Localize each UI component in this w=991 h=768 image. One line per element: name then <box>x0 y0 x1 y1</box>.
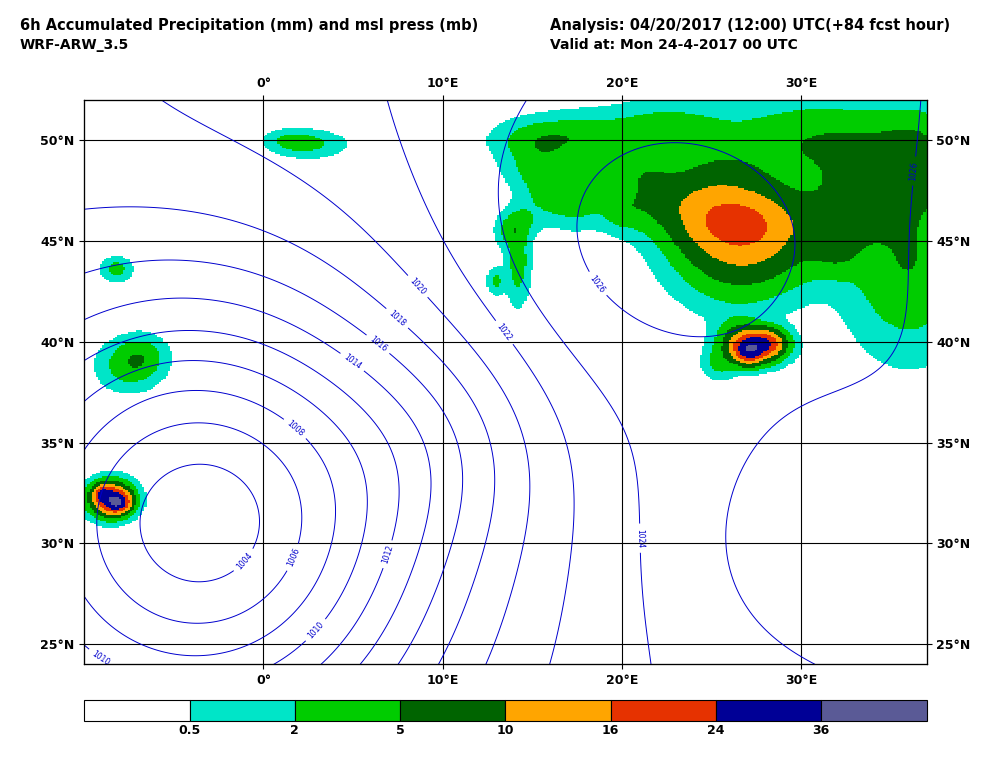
Text: 0.5: 0.5 <box>178 724 200 737</box>
Text: 5: 5 <box>395 724 404 737</box>
Bar <box>400 700 505 720</box>
Text: 1024: 1024 <box>635 528 645 548</box>
Text: Analysis: 04/20/2017 (12:00) UTC(+84 fcst hour): Analysis: 04/20/2017 (12:00) UTC(+84 fcs… <box>550 18 950 33</box>
Text: 2: 2 <box>290 724 299 737</box>
Text: Valid at: Mon 24-4-2017 00 UTC: Valid at: Mon 24-4-2017 00 UTC <box>550 38 798 52</box>
Text: 1014: 1014 <box>342 353 363 371</box>
Text: 1016: 1016 <box>368 335 388 353</box>
Bar <box>822 700 927 720</box>
Text: 6h Accumulated Precipitation (mm) and msl press (mb): 6h Accumulated Precipitation (mm) and ms… <box>20 18 478 33</box>
Text: 1010: 1010 <box>306 621 326 641</box>
Text: 1026: 1026 <box>588 273 606 294</box>
Bar <box>295 700 400 720</box>
Text: 1018: 1018 <box>387 309 407 328</box>
Text: 1020: 1020 <box>408 276 427 296</box>
Text: 10: 10 <box>496 724 514 737</box>
Bar <box>610 700 716 720</box>
Bar <box>505 700 610 720</box>
Text: 1012: 1012 <box>381 544 395 564</box>
Bar <box>189 700 295 720</box>
Text: 1026: 1026 <box>909 161 920 181</box>
Text: 1004: 1004 <box>235 551 255 571</box>
Text: 24: 24 <box>708 724 724 737</box>
Text: 1008: 1008 <box>285 419 305 438</box>
Text: WRF-ARW_3.5: WRF-ARW_3.5 <box>20 38 129 52</box>
Text: 1022: 1022 <box>496 322 513 343</box>
Bar <box>716 700 822 720</box>
Text: 36: 36 <box>813 724 829 737</box>
Text: 1010: 1010 <box>90 649 111 667</box>
Text: 16: 16 <box>602 724 619 737</box>
Text: 1006: 1006 <box>285 547 301 568</box>
Bar <box>84 700 189 720</box>
